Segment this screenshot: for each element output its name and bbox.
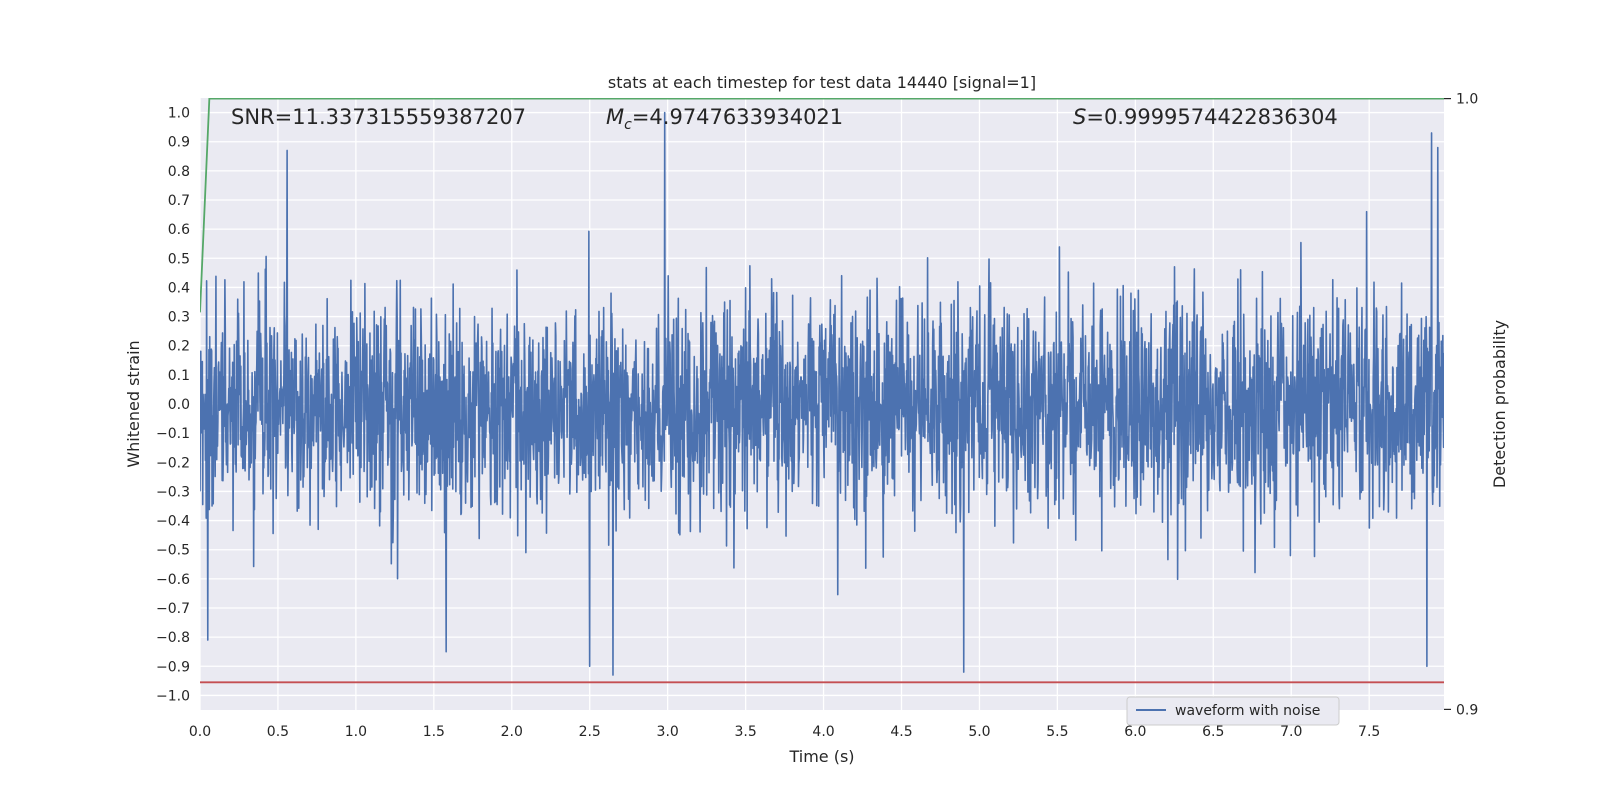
x-tick-label: 3.0 [657,724,679,740]
y-axis-label: Whitened strain [124,340,143,467]
x-tick-label: 3.5 [734,724,756,740]
x-tick-label: 1.5 [423,724,445,740]
chirp-mass-symbol: M [606,105,624,129]
x-tick-label: 5.0 [968,724,990,740]
x-tick-label: 2.5 [579,724,601,740]
y-tick-label: 0.0 [168,397,190,413]
legend: waveform with noise [1126,696,1340,726]
y-tick-label: −0.1 [156,426,190,442]
y-tick-label: −1.0 [156,688,190,704]
y-tick-label: −0.3 [156,484,190,500]
x-tick-label: 7.0 [1280,724,1302,740]
legend-box [1126,696,1340,726]
snr-annotation: SNR=11.337315559387207 [231,105,526,129]
x-tick-label: 4.5 [890,724,912,740]
x-axis-label: Time (s) [788,747,854,766]
x-tick-label: 7.5 [1358,724,1380,740]
x-tick-label: 1.0 [345,724,367,740]
x-tick-label: 2.0 [501,724,523,740]
y-tick-label: −0.4 [156,514,190,530]
y-tick-label: 0.8 [168,164,190,180]
y-tick-label: 0.1 [168,368,190,384]
stat-annotation: S=0.9999574422836304 [1073,105,1338,129]
x-axis-ticks: 0.0 0.5 1.0 1.5 2.0 2.5 3.0 3.5 4.0 4.5 5.0 5.5 6.0 6… [189,724,1380,740]
x-tick-label: 0.0 [189,724,211,740]
legend-label-waveform: waveform with noise [1175,703,1320,719]
chirp-mass-value: =4.9747633934021 [632,105,843,129]
series-waveform-with-noise [200,111,1444,676]
y-tick-label: −0.9 [156,659,190,675]
series-layer [200,98,1444,684]
y-tick-label: −0.5 [156,543,190,559]
y-tick-label: −0.6 [156,572,190,588]
y-tick-label: −0.2 [156,455,190,471]
y-tick-label: 1.0 [168,106,190,122]
y-tick-label: −0.7 [156,601,190,617]
y-tick-label: −0.8 [156,630,190,646]
y-tick-label: 0.3 [168,310,190,326]
x-tick-label: 0.5 [267,724,289,740]
stat-value: =0.9999574422836304 [1086,105,1337,129]
chirp-mass-annotation: Mc=4.9747633934021 [606,105,843,133]
chart-title: stats at each timestep for test data 144… [608,73,1036,92]
stat-symbol: S [1073,105,1086,129]
y-tick-label: 0.9 [168,135,190,151]
y2-axis-label: Detection probability [1490,320,1509,488]
chirp-mass-subscript: c [624,117,632,133]
y-axis-ticks: 1.0 0.9 0.8 0.7 0.6 0.5 0.4 0.3 0.2 0.1 0.0 −0.1 −0.… [156,106,190,705]
y-tick-label: 0.4 [168,280,190,296]
y2-axis-ticks: 1.0 0.9 [1444,92,1478,718]
y-tick-label: 0.7 [168,193,190,209]
x-tick-label: 6.5 [1202,724,1224,740]
y-tick-label: 0.6 [168,222,190,238]
y2-tick-label: 0.9 [1456,702,1478,718]
y-tick-label: 0.5 [168,251,190,267]
x-tick-label: 6.0 [1124,724,1146,740]
x-tick-label: 4.0 [812,724,834,740]
y2-tick-label: 1.0 [1456,92,1478,108]
series-detection-probability [200,98,1444,313]
y-tick-label: 0.2 [168,339,190,355]
x-tick-label: 5.5 [1046,724,1068,740]
